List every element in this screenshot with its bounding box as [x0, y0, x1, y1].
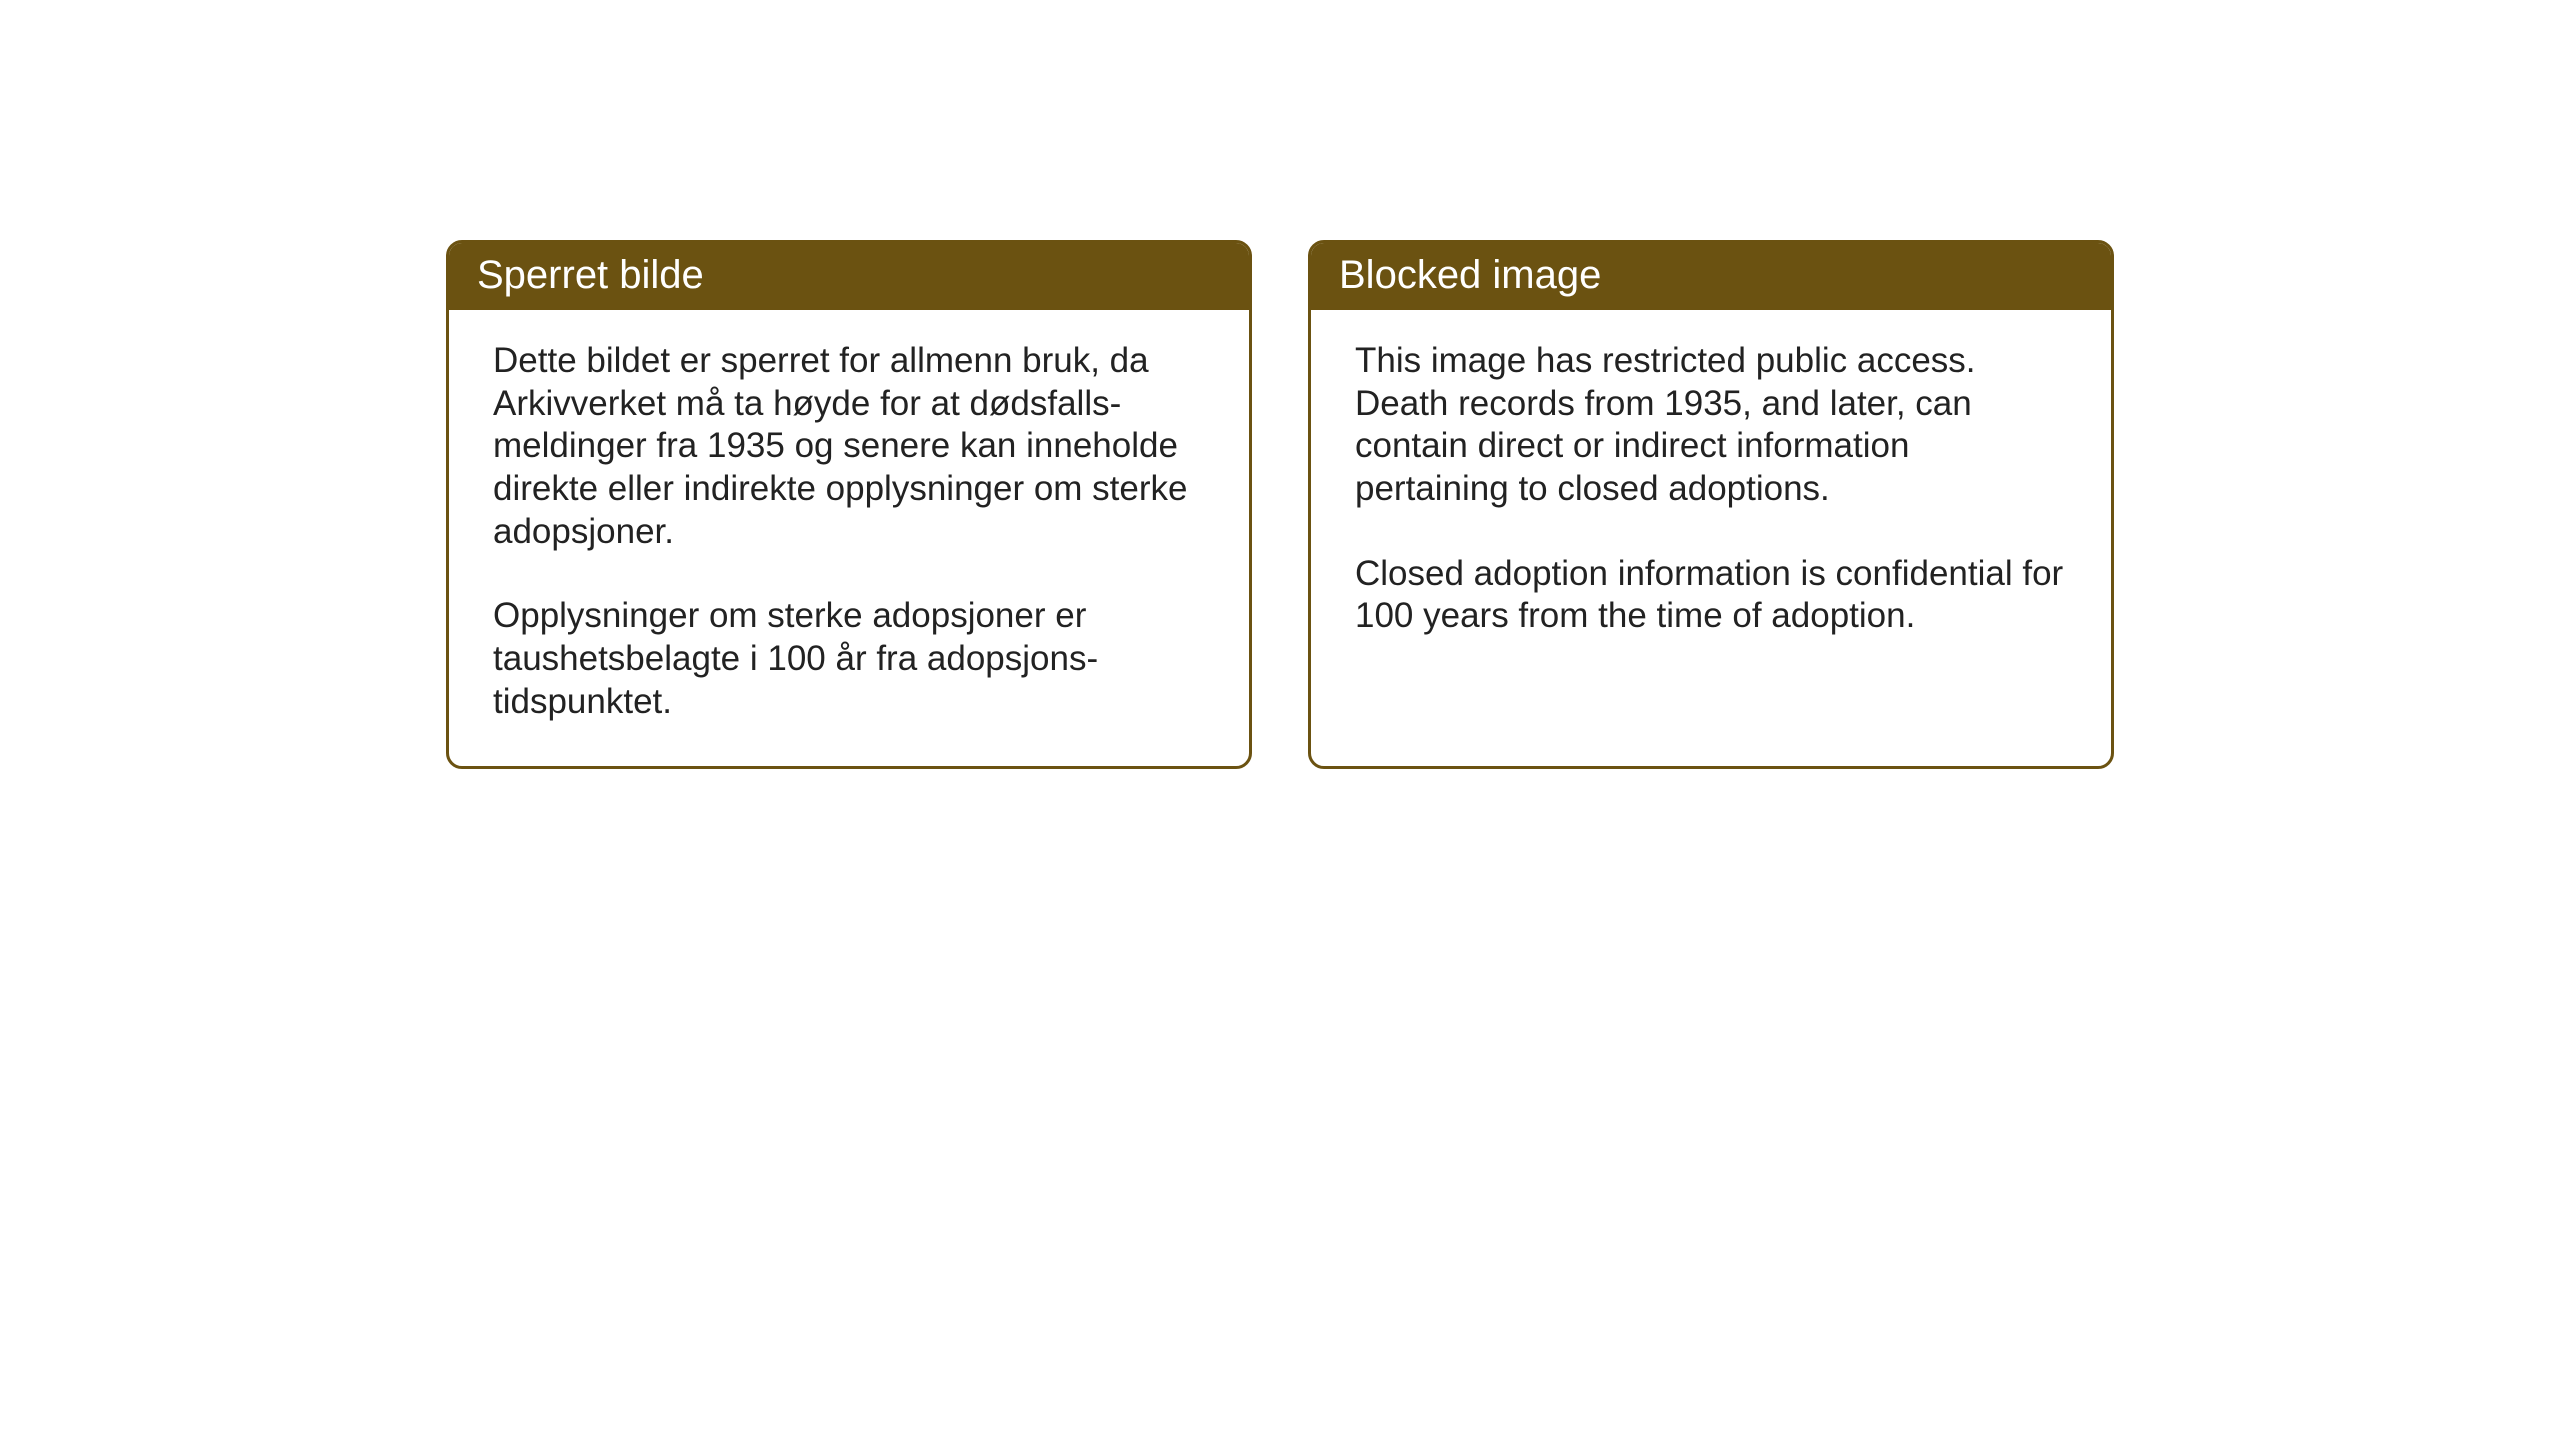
card-header-english: Blocked image — [1311, 243, 2111, 310]
card-paragraph-2-norwegian: Opplysninger om sterke adopsjoner er tau… — [493, 595, 1205, 723]
card-body-english: This image has restricted public access.… — [1311, 310, 2111, 680]
card-title-english: Blocked image — [1339, 253, 1601, 297]
notice-card-english: Blocked image This image has restricted … — [1308, 240, 2114, 769]
card-paragraph-2-english: Closed adoption information is confident… — [1355, 553, 2067, 638]
notice-container: Sperret bilde Dette bildet er sperret fo… — [446, 240, 2114, 769]
card-header-norwegian: Sperret bilde — [449, 243, 1249, 310]
card-paragraph-1-norwegian: Dette bildet er sperret for allmenn bruk… — [493, 340, 1205, 553]
card-title-norwegian: Sperret bilde — [477, 253, 704, 297]
notice-card-norwegian: Sperret bilde Dette bildet er sperret fo… — [446, 240, 1252, 769]
card-body-norwegian: Dette bildet er sperret for allmenn bruk… — [449, 310, 1249, 766]
card-paragraph-1-english: This image has restricted public access.… — [1355, 340, 2067, 511]
